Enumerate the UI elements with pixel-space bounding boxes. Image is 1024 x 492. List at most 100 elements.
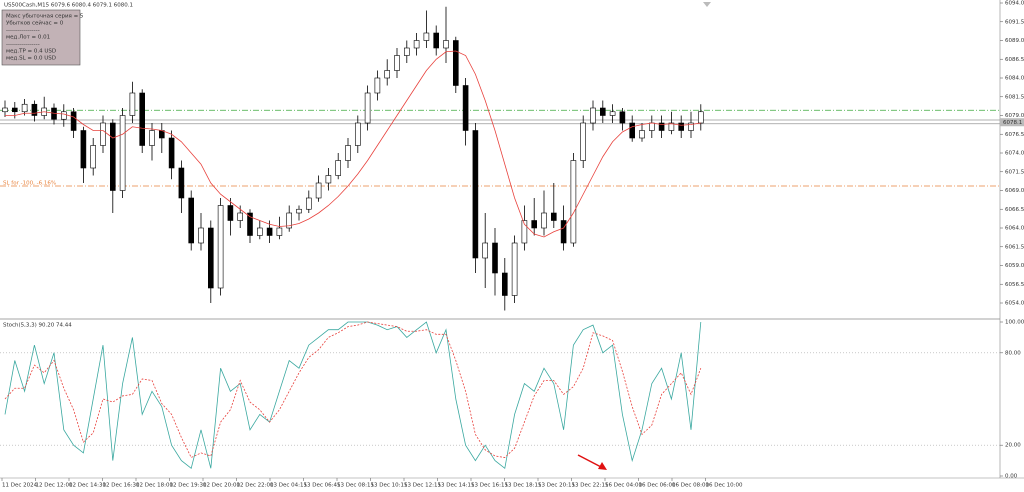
candle-body [139, 92, 145, 146]
candle-body [364, 92, 371, 124]
x-tick-label: 12 Dec 19:30 [170, 483, 207, 489]
info-line: мед.Лот = 0.01 [6, 35, 50, 41]
candle-body [629, 122, 636, 139]
y-tick-label: 6074.0 [1005, 151, 1024, 157]
x-tick-label: 13 Dec 18:15 [505, 483, 542, 489]
moving-average [5, 50, 701, 238]
candle-body [168, 137, 175, 169]
x-tick-label: 12 Dec 20:00 [203, 483, 240, 489]
info-line: мед.SL = 0.0 USD [6, 56, 56, 62]
candle-body [501, 272, 508, 296]
x-tick-label: 13 Dec 16:15 [471, 483, 508, 489]
candle-body [305, 197, 312, 210]
x-tick-label: 13 Dec 12:15 [404, 483, 441, 489]
candle-body [511, 242, 518, 296]
y-tick-label: 6064.0 [1005, 226, 1024, 232]
candle-body [668, 122, 675, 131]
candle-body [423, 32, 430, 41]
candle-body [100, 122, 106, 146]
x-tick-label: 12 Dec 12:00 [36, 483, 73, 489]
candle-body [639, 130, 645, 139]
candle-body [541, 212, 547, 229]
info-line: Убытков сейчас = 0 [6, 20, 64, 27]
x-tick-label: 12 Dec 18:00 [136, 483, 173, 489]
candle-body [688, 122, 694, 131]
y-tick-label: 6069.0 [1005, 188, 1024, 194]
candle-body [149, 130, 155, 146]
x-tick-label: 12 Dec 22:00 [237, 483, 274, 489]
x-tick-label: 13 Dec 06:45 [304, 483, 341, 489]
candle-body [227, 205, 234, 221]
candle-body [433, 32, 440, 49]
candle-body [550, 212, 557, 221]
candle-body [619, 111, 626, 124]
candle-body [354, 122, 361, 146]
candle-body [521, 220, 528, 244]
x-tick-label: 11 Dec 2024 [2, 483, 38, 489]
candle-body [217, 205, 224, 289]
candle-body [2, 107, 8, 113]
y-tick-label: 100.00 [1005, 320, 1024, 326]
candle-body [80, 130, 87, 169]
candle-body [208, 227, 214, 289]
candle-body [560, 220, 567, 244]
y-tick-label: 0.00 [1005, 474, 1018, 480]
y-tick-label: 6054.0 [1005, 301, 1024, 307]
candle-body [599, 107, 606, 116]
y-tick-label: 6066.5 [1005, 207, 1024, 213]
candle-body [403, 47, 410, 56]
candle-body [678, 122, 685, 131]
candle-body [159, 130, 165, 139]
y-tick-label: 6094.0 [1005, 1, 1024, 7]
candle-body [315, 182, 322, 199]
candle-body [188, 197, 194, 244]
candle-body [345, 145, 351, 161]
stoch-line [4, 321, 702, 459]
price-label-box [1000, 118, 1024, 127]
x-tick-label: 13 Dec 10:15 [371, 483, 408, 489]
x-tick-label: 13 Dec 08:15 [337, 483, 374, 489]
info-line: Макс убыточная серия = 5 [6, 14, 84, 20]
x-tick-label: 16 Dec 10:00 [706, 483, 743, 489]
candle-body [129, 92, 136, 116]
candle-body [110, 122, 116, 191]
candle-body [178, 167, 185, 199]
price-label: 6078.1 [1003, 120, 1022, 126]
y-tick-label: 6061.5 [1005, 244, 1024, 250]
candle-body [531, 220, 538, 229]
y-tick-label: 6091.5 [1005, 19, 1024, 25]
candle-body [266, 227, 273, 236]
candle-body [296, 208, 302, 214]
candle-body [237, 212, 243, 221]
info-box-bg [1, 9, 81, 66]
candle-body [648, 122, 655, 131]
candle-body [12, 107, 18, 113]
x-tick-label: 16 Dec 08:00 [672, 483, 709, 489]
candle-body [452, 40, 459, 86]
candle-body [462, 85, 469, 131]
candle-body [384, 70, 391, 79]
x-tick-label: 16 Dec 06:00 [639, 483, 676, 489]
candle-body [198, 227, 204, 244]
candle-body [90, 145, 96, 169]
x-tick-label: 13 Dec 22:15 [572, 483, 609, 489]
arrow-annotation [577, 454, 607, 470]
x-tick-label: 16 Dec 04:00 [605, 483, 642, 489]
x-tick-label: 13 Dec 04:15 [270, 483, 307, 489]
y-tick-label: 6079.0 [1005, 113, 1024, 119]
candle-body [472, 130, 479, 259]
y-tick-label: 6059.0 [1005, 263, 1024, 269]
y-tick-label: 6086.5 [1005, 57, 1024, 63]
y-tick-label: 80.00 [1005, 350, 1021, 356]
stoch-title: Stoch(5,3,3) 90.20 74.44 [3, 323, 72, 329]
candle-body [119, 115, 126, 191]
candle-body [580, 122, 587, 161]
shift-marker [703, 2, 711, 7]
candle-body [256, 227, 263, 236]
info-line: ----------------- [6, 28, 40, 34]
info-line: мед.TP = 0.4 USD [6, 49, 56, 55]
x-tick-label: 12 Dec 14:30 [69, 483, 106, 489]
candle-body [70, 111, 77, 131]
candle-body [286, 212, 293, 229]
